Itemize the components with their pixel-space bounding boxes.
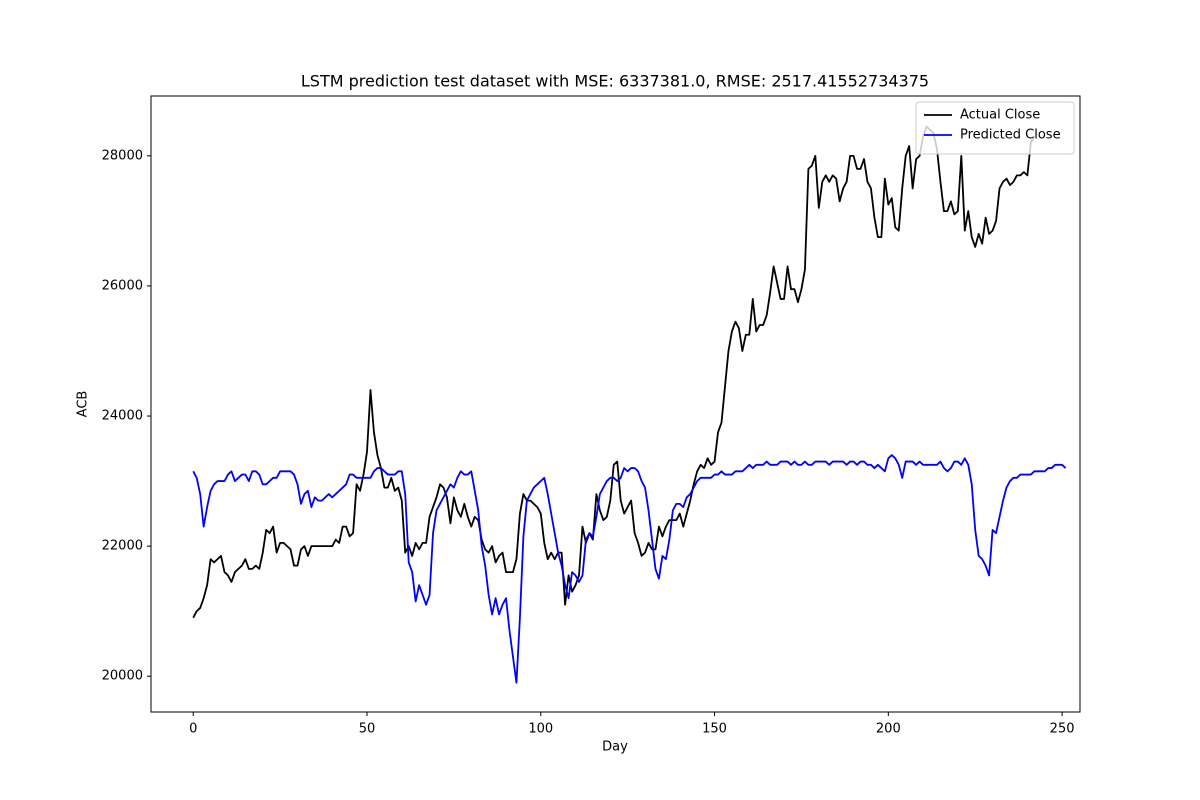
y-tick-label: 22000 — [102, 539, 143, 554]
series-line — [192, 125, 1036, 619]
series-line — [192, 454, 1067, 684]
legend-label: Actual Close — [960, 108, 1040, 123]
chart-title: LSTM prediction test dataset with MSE: 6… — [301, 72, 929, 91]
x-tick-label: 200 — [876, 722, 901, 737]
x-tick-label: 100 — [528, 722, 553, 737]
x-tick-label: 250 — [1050, 722, 1075, 737]
y-axis-label: ACB — [76, 391, 91, 418]
x-axis-label: Day — [602, 740, 628, 755]
x-tick-label: 50 — [359, 722, 376, 737]
plot-frame — [150, 95, 1081, 713]
legend-label: Predicted Close — [960, 128, 1061, 143]
x-tick-label: 150 — [702, 722, 727, 737]
y-tick-label: 24000 — [102, 409, 143, 424]
y-tick-label: 20000 — [102, 669, 143, 684]
x-tick-label: 0 — [189, 722, 197, 737]
y-tick-label: 28000 — [102, 148, 143, 163]
y-tick-label: 26000 — [102, 278, 143, 293]
legend-box — [915, 101, 1075, 155]
